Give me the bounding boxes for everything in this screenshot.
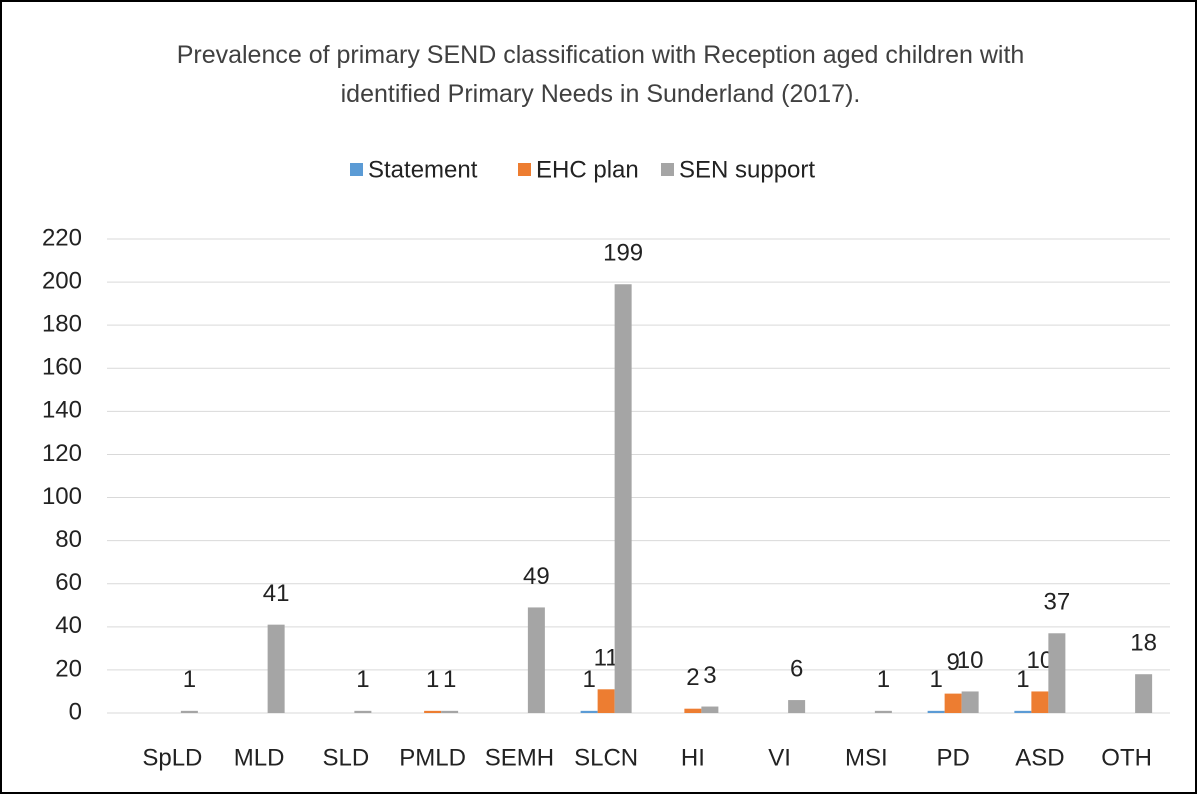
bar: [927, 710, 945, 713]
bar: [701, 706, 719, 713]
y-tick-label: 180: [42, 311, 82, 338]
data-label: 3: [703, 662, 716, 689]
bar: [354, 710, 372, 713]
bar: [874, 710, 892, 713]
data-label: 1: [356, 666, 369, 693]
x-tick-label: MLD: [234, 744, 285, 771]
data-label: 37: [1044, 589, 1071, 616]
bar: [424, 710, 442, 713]
y-tick-label: 120: [42, 440, 82, 467]
x-tick-label: HI: [681, 744, 705, 771]
x-tick-label: SpLD: [142, 744, 202, 771]
x-tick-label: ASD: [1015, 744, 1064, 771]
bar: [788, 700, 806, 713]
y-tick-label: 20: [55, 655, 82, 682]
y-tick-label: 40: [55, 612, 82, 639]
x-tick-label: MSI: [845, 744, 888, 771]
data-label: 1: [443, 666, 456, 693]
bar: [614, 284, 632, 713]
chart-title: Prevalence of primary SEND classificatio…: [176, 41, 1025, 108]
legend-swatch: [518, 163, 531, 176]
x-tick-label: SLD: [323, 744, 370, 771]
y-tick-label: 140: [42, 397, 82, 424]
legend-label: Statement: [368, 156, 478, 183]
bar: [1014, 710, 1032, 713]
data-label: 1: [1016, 666, 1029, 693]
legend-swatch: [661, 163, 674, 176]
data-label: 11: [594, 645, 619, 672]
data-label: 9: [946, 649, 959, 676]
x-tick-label: PMLD: [399, 744, 466, 771]
bar: [267, 624, 285, 713]
x-tick-label: VI: [768, 744, 791, 771]
bar: [961, 691, 979, 713]
bar: [180, 710, 198, 713]
data-label: 1: [929, 666, 942, 693]
data-label: 6: [790, 655, 803, 682]
bar: [527, 607, 545, 713]
x-tick-label: SLCN: [574, 744, 638, 771]
data-label: 18: [1130, 630, 1157, 657]
bar: [944, 693, 962, 713]
bar: [597, 689, 615, 713]
legend-label: SEN support: [679, 156, 815, 183]
data-label: 41: [263, 580, 290, 607]
x-tick-label: OTH: [1101, 744, 1152, 771]
bar: [1048, 633, 1066, 713]
data-label: 1: [877, 666, 890, 693]
bar: [1031, 691, 1049, 713]
bar: [684, 708, 702, 713]
data-label: 199: [603, 240, 643, 267]
x-tick-label: PD: [936, 744, 969, 771]
y-tick-label: 200: [42, 267, 82, 294]
data-label: 49: [523, 563, 550, 590]
y-tick-label: 80: [55, 526, 82, 553]
y-tick-label: 220: [42, 224, 82, 251]
data-label: 1: [183, 666, 196, 693]
legend-label: EHC plan: [536, 156, 639, 183]
y-tick-label: 60: [55, 569, 82, 596]
bar: [441, 710, 459, 713]
data-label: 1: [582, 666, 595, 693]
x-tick-label: SEMH: [485, 744, 554, 771]
y-tick-label: 100: [42, 483, 82, 510]
data-label: 1: [426, 666, 439, 693]
data-label: 2: [686, 664, 699, 691]
bar: [1135, 674, 1153, 713]
bar: [580, 710, 598, 713]
y-tick-label: 0: [69, 698, 82, 725]
y-tick-label: 160: [42, 354, 82, 381]
legend-swatch: [350, 163, 363, 176]
data-label: 10: [957, 647, 984, 674]
